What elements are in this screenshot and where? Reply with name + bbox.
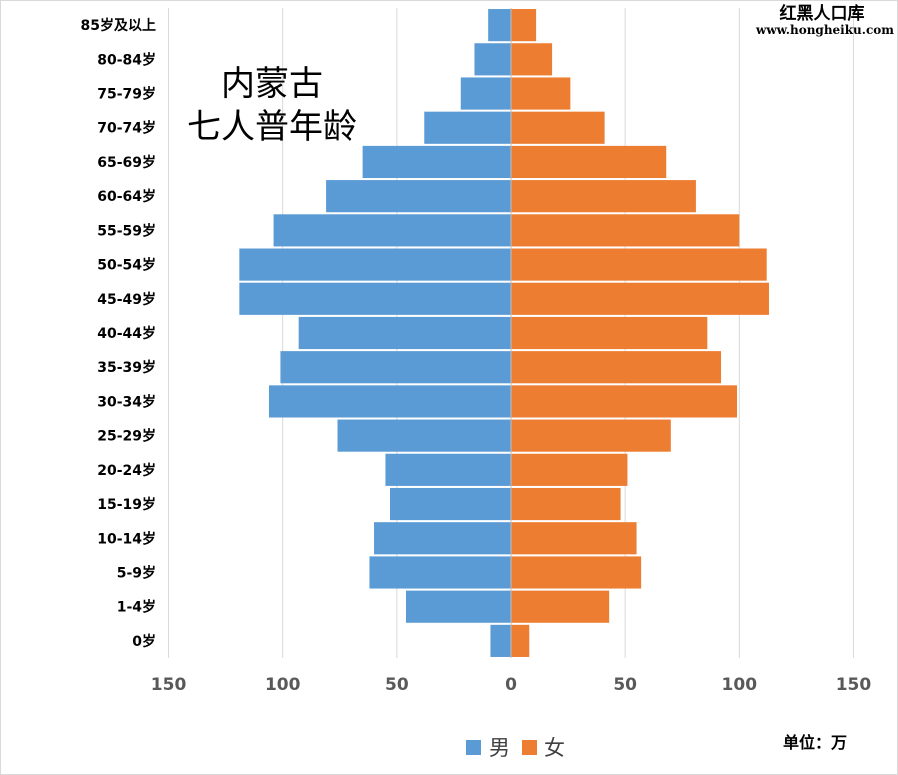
y-tick-label-8: 35-39岁 — [97, 359, 156, 376]
y-tick-label-0: 0岁 — [132, 633, 156, 650]
y-tick-labels: 0岁 1-4岁 5-9岁 10-14岁 15-19岁 20-24岁 25-29岁 30-34岁… — [81, 17, 156, 650]
bar-male-2 — [369, 556, 511, 589]
bar-female-16 — [511, 77, 571, 110]
bar-female-8 — [511, 351, 722, 384]
bar-female-1 — [511, 590, 610, 623]
x-tick-label-3: 0 — [505, 675, 517, 695]
legend-label-male: 男 — [489, 736, 510, 760]
x-tick-label-4: 50 — [613, 675, 637, 695]
y-tick-label-5: 20-24岁 — [97, 462, 156, 479]
bar-male-6 — [337, 419, 511, 452]
bar-male-11 — [239, 248, 511, 281]
bar-male-4 — [390, 487, 511, 521]
bar-female-6 — [511, 419, 671, 452]
bar-male-1 — [405, 590, 511, 623]
bar-male-18 — [488, 9, 511, 42]
y-tick-label-13: 60-64岁 — [97, 188, 156, 205]
y-tick-label-12: 55-59岁 — [97, 222, 156, 239]
legend: 男 女 — [466, 736, 565, 760]
y-tick-label-4: 15-19岁 — [97, 496, 156, 513]
bar-male-0 — [490, 624, 511, 657]
chart-title-line-1: 内蒙古 — [221, 64, 323, 104]
bar-female-4 — [511, 487, 621, 521]
bar-male-17 — [474, 43, 511, 76]
bar-male-3 — [374, 522, 511, 555]
x-tick-label-2: 50 — [385, 675, 409, 695]
bar-female-7 — [511, 385, 738, 418]
y-tick-label-6: 25-29岁 — [97, 428, 156, 445]
bar-female-0 — [511, 624, 530, 657]
legend-swatch-female — [522, 740, 537, 755]
legend-swatch-male — [466, 740, 481, 755]
bar-male-5 — [385, 453, 511, 486]
chart-title-line-2: 七人普年龄 — [187, 107, 357, 147]
y-tick-label-2: 5-9岁 — [117, 564, 156, 581]
bar-female-14 — [511, 145, 667, 179]
watermark-url: www.hongheiku.com — [755, 23, 894, 37]
x-tick-label-5: 100 — [722, 675, 758, 695]
bar-female-13 — [511, 180, 696, 213]
bar-female-12 — [511, 214, 740, 247]
bar-male-9 — [298, 316, 511, 350]
bar-male-14 — [362, 145, 511, 179]
y-tick-label-17: 80-84岁 — [97, 51, 156, 68]
y-tick-label-9: 40-44岁 — [97, 325, 156, 342]
bars-layer — [239, 8, 769, 658]
bar-male-7 — [269, 385, 511, 418]
y-tick-label-18: 85岁及以上 — [81, 17, 156, 34]
bar-female-5 — [511, 453, 628, 486]
x-tick-label-1: 100 — [265, 675, 301, 695]
y-tick-label-3: 10-14岁 — [97, 530, 156, 547]
legend-label-female: 女 — [544, 736, 565, 760]
bar-female-2 — [511, 556, 642, 589]
bar-female-3 — [511, 522, 637, 555]
x-tick-labels: 150 100 50 0 50 100 150 — [151, 675, 872, 695]
y-tick-label-7: 30-34岁 — [97, 393, 156, 410]
grid-layer — [168, 8, 854, 658]
bar-female-15 — [511, 111, 605, 144]
bar-female-17 — [511, 43, 553, 76]
y-tick-label-10: 45-49岁 — [97, 291, 156, 308]
unit-label: 单位：万 — [783, 733, 847, 752]
bar-female-10 — [511, 282, 769, 315]
bar-female-11 — [511, 248, 767, 281]
bar-female-9 — [511, 316, 708, 350]
x-tick-label-0: 150 — [151, 675, 187, 695]
y-tick-label-15: 70-74岁 — [97, 120, 156, 137]
bar-male-10 — [239, 282, 511, 315]
y-tick-label-16: 75-79岁 — [97, 86, 156, 103]
watermark-title: 红黑人口库 — [780, 3, 865, 24]
bar-male-8 — [280, 351, 511, 384]
bar-male-16 — [460, 77, 511, 110]
bar-male-13 — [326, 180, 511, 213]
bar-male-15 — [424, 111, 511, 144]
bar-male-12 — [273, 214, 511, 247]
y-tick-label-11: 50-54岁 — [97, 257, 156, 274]
y-tick-label-1: 1-4岁 — [117, 599, 156, 616]
y-tick-label-14: 65-69岁 — [97, 154, 156, 171]
bar-female-18 — [511, 9, 537, 42]
x-tick-label-6: 150 — [836, 675, 872, 695]
